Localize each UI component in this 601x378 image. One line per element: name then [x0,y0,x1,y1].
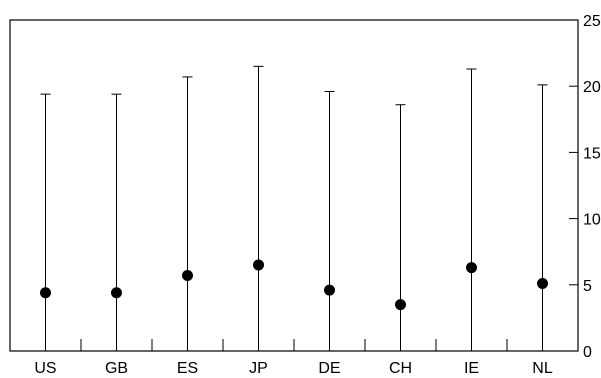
data-point [395,299,406,311]
data-point [40,287,51,299]
x-tick-label: DE [318,360,340,377]
data-point [324,284,335,296]
data-point [537,277,548,289]
x-tick-label: US [34,360,56,377]
x-tick-label: GB [105,360,128,377]
y-tick-labels: 0 5 10 15 20 25 [583,13,601,361]
y-tick-label: 15 [583,145,601,162]
x-tick-labels: US GB ES JP DE CH IE NL [34,360,552,377]
y-tick-label: 20 [583,79,601,96]
error-bars [40,65,548,351]
x-tick-label: NL [532,360,553,377]
y-tick-label: 0 [583,344,592,361]
x-ticks [80,339,508,351]
x-tick-label: IE [464,360,479,377]
data-points [40,259,548,311]
y-tick-label: 25 [583,13,601,30]
plot-frame [9,19,579,352]
x-tick-label: JP [249,360,268,377]
x-tick-label: ES [177,360,198,377]
data-point [466,262,477,274]
data-point [253,259,264,271]
y-ticks [569,19,578,352]
y-tick-label: 5 [583,278,592,295]
data-point [111,287,122,299]
data-point [182,270,193,282]
y-tick-label: 10 [583,212,601,229]
x-tick-label: CH [389,360,412,377]
